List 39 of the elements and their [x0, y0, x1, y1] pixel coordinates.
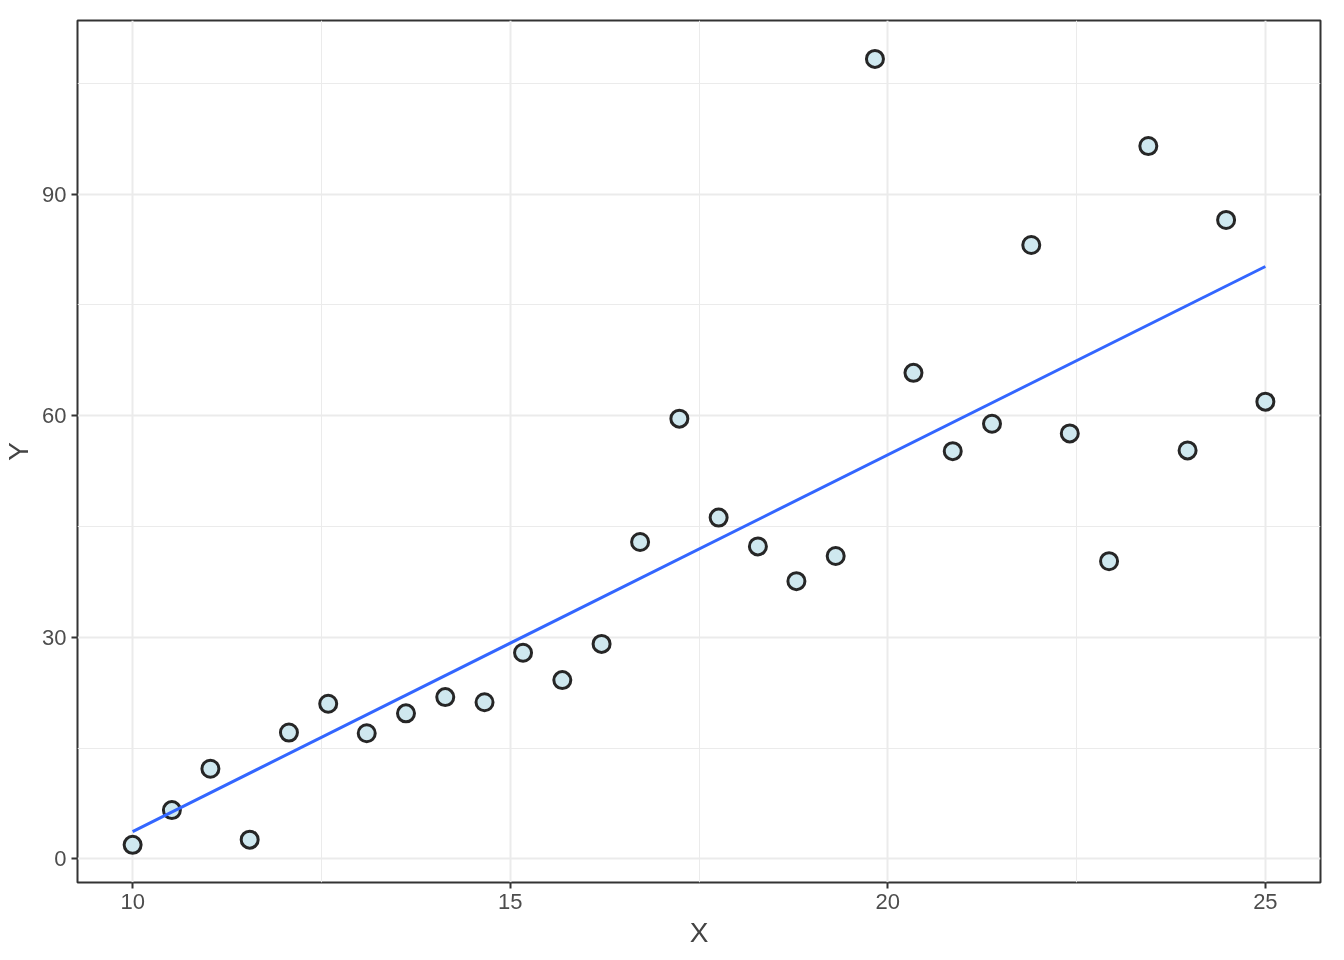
point	[552, 670, 573, 691]
point	[200, 758, 221, 779]
point	[239, 829, 260, 850]
point	[1099, 551, 1120, 572]
point	[669, 408, 690, 429]
x-tick-label: 10	[120, 888, 145, 914]
x-tick-label: 20	[875, 888, 901, 914]
point	[318, 693, 339, 714]
point	[474, 692, 495, 713]
point	[982, 413, 1002, 434]
point	[435, 687, 456, 708]
y-tick-label: 90	[42, 181, 67, 207]
point	[396, 703, 416, 724]
y-tick-label: 0	[54, 846, 67, 872]
point	[903, 362, 924, 383]
point	[591, 633, 612, 654]
point	[513, 642, 534, 663]
point	[1021, 235, 1042, 256]
point	[708, 507, 729, 528]
point	[1216, 209, 1237, 230]
point	[356, 723, 377, 744]
y-axis-title: Y	[3, 441, 35, 461]
point	[1059, 423, 1080, 444]
point	[630, 532, 651, 552]
point	[1255, 391, 1276, 412]
point	[825, 546, 846, 566]
point	[1138, 136, 1159, 157]
point	[1177, 440, 1198, 461]
x-axis-title: X	[689, 916, 709, 948]
x-tick-label: 15	[497, 888, 523, 914]
point	[942, 441, 963, 462]
point	[278, 722, 299, 743]
y-tick-label: 60	[42, 403, 67, 429]
point	[122, 834, 143, 855]
point	[864, 48, 885, 69]
point	[747, 536, 768, 557]
x-tick-label: 25	[1253, 888, 1278, 914]
y-tick-label: 30	[42, 624, 67, 650]
point	[786, 571, 807, 592]
